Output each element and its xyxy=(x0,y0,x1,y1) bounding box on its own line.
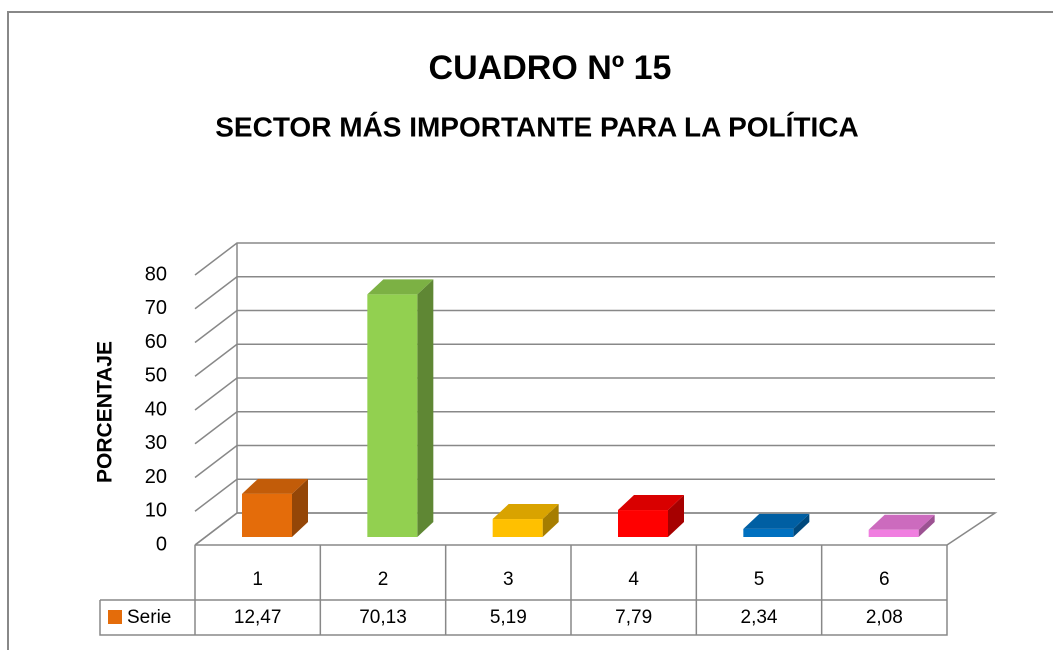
grid-line xyxy=(194,377,995,411)
y-tick-label: 50 xyxy=(145,365,167,387)
grid-line xyxy=(194,512,995,546)
x-tick-label: 1 xyxy=(252,569,263,590)
bar xyxy=(743,528,794,537)
bar-side xyxy=(668,495,684,537)
table-value: 12,47 xyxy=(234,607,282,628)
y-tick-label: 60 xyxy=(145,331,167,353)
bar xyxy=(868,529,919,537)
x-tick-label: 3 xyxy=(503,569,514,590)
table-value: 70,13 xyxy=(359,607,407,628)
grid-line xyxy=(194,343,995,377)
bar xyxy=(367,294,418,537)
y-tick-label: 40 xyxy=(145,398,167,420)
grid-line xyxy=(194,309,995,344)
y-tick-label: 10 xyxy=(145,500,167,522)
table-value: 2,08 xyxy=(866,607,903,628)
grid-line xyxy=(194,276,995,310)
bar-side xyxy=(292,478,308,537)
legend-swatch xyxy=(108,610,122,624)
bar xyxy=(242,493,292,537)
grid-line xyxy=(194,444,995,479)
x-tick-label: 6 xyxy=(879,569,890,590)
table-value: 5,19 xyxy=(490,607,527,628)
table-value: 7,79 xyxy=(615,607,652,628)
bar-side xyxy=(417,279,434,537)
chart-frame xyxy=(7,11,1053,650)
y-tick-label: 20 xyxy=(145,466,167,488)
grid-line xyxy=(194,411,995,445)
bar-side xyxy=(918,514,935,537)
bar xyxy=(618,510,668,537)
bar-top xyxy=(618,495,684,511)
x-tick-label: 5 xyxy=(754,569,765,590)
bar-top xyxy=(868,514,935,530)
bar-top xyxy=(492,504,559,520)
table-value: 2,34 xyxy=(741,607,778,628)
chart-subtitle: SECTOR MÁS IMPORTANTE PARA LA POLÍTICA xyxy=(215,111,858,142)
y-tick-label: 80 xyxy=(145,263,167,285)
y-tick-label: 30 xyxy=(145,432,167,454)
grid-line xyxy=(194,242,995,276)
bar-top xyxy=(743,513,810,529)
x-tick-label: 2 xyxy=(378,569,389,590)
bar xyxy=(492,519,543,537)
table-grid xyxy=(99,545,948,636)
bar-top xyxy=(367,279,434,295)
x-tick-label: 4 xyxy=(628,569,639,590)
bar-top xyxy=(242,478,308,494)
y-axis-label: PORCENTAJE xyxy=(94,341,117,483)
legend-label: Serie xyxy=(127,607,171,628)
y-tick-label: 0 xyxy=(156,533,167,555)
y-tick-label: 70 xyxy=(145,297,167,319)
grid-line xyxy=(194,478,995,512)
bar-side xyxy=(793,513,810,537)
chart-title: CUADRO Nº 15 xyxy=(429,49,672,87)
bar-side xyxy=(542,504,559,537)
